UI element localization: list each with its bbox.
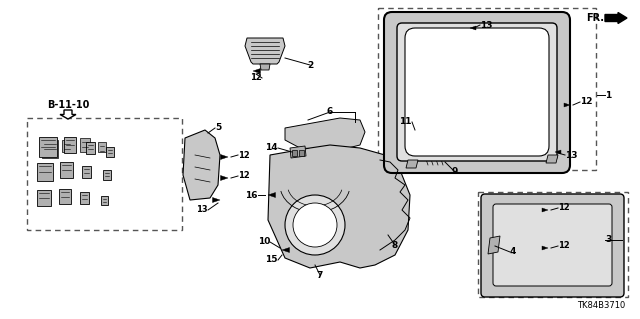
Polygon shape (285, 118, 365, 150)
Polygon shape (268, 192, 275, 197)
Polygon shape (282, 248, 289, 253)
Text: 15: 15 (266, 256, 278, 264)
Polygon shape (564, 103, 570, 107)
Polygon shape (260, 64, 270, 70)
Text: 3: 3 (605, 235, 611, 244)
Text: 2: 2 (307, 61, 313, 70)
Bar (292, 150, 297, 156)
Polygon shape (80, 138, 90, 152)
Polygon shape (470, 26, 476, 30)
Bar (378, 8, 596, 170)
Polygon shape (64, 137, 76, 153)
Polygon shape (42, 140, 58, 158)
Text: 11: 11 (399, 117, 412, 127)
Polygon shape (100, 196, 108, 204)
FancyArrow shape (605, 12, 627, 24)
Text: TK84B3710: TK84B3710 (577, 301, 625, 310)
Text: 12: 12 (558, 241, 570, 250)
Polygon shape (60, 110, 76, 119)
FancyBboxPatch shape (397, 23, 557, 161)
Text: 5: 5 (215, 123, 221, 132)
Polygon shape (555, 150, 561, 154)
Text: 12: 12 (238, 172, 250, 181)
FancyBboxPatch shape (493, 204, 612, 286)
Bar (478, 192, 628, 297)
FancyBboxPatch shape (481, 194, 624, 297)
Text: 9: 9 (452, 167, 458, 176)
Polygon shape (79, 192, 88, 204)
Polygon shape (81, 166, 90, 178)
Text: 10: 10 (258, 238, 270, 247)
Polygon shape (60, 162, 72, 178)
Text: 4: 4 (510, 248, 516, 256)
Text: 12: 12 (580, 98, 593, 107)
Circle shape (415, 134, 421, 140)
Text: 14: 14 (266, 144, 278, 152)
Bar (27, 118, 182, 230)
Text: 13: 13 (480, 20, 493, 29)
Polygon shape (290, 146, 306, 158)
Text: 13: 13 (565, 151, 577, 160)
Polygon shape (542, 208, 548, 212)
Bar (299, 150, 304, 156)
Polygon shape (253, 69, 260, 73)
Polygon shape (59, 189, 71, 204)
Circle shape (285, 195, 345, 255)
Polygon shape (98, 142, 106, 152)
Circle shape (293, 203, 337, 247)
Text: B-11-10: B-11-10 (47, 100, 89, 110)
Text: 12: 12 (250, 73, 262, 83)
FancyBboxPatch shape (405, 28, 549, 156)
Polygon shape (86, 142, 95, 154)
Polygon shape (103, 170, 111, 180)
Text: 12: 12 (238, 151, 250, 160)
Polygon shape (418, 140, 450, 172)
Text: 13: 13 (196, 205, 208, 214)
Polygon shape (37, 190, 51, 206)
Polygon shape (408, 128, 428, 142)
Polygon shape (268, 145, 410, 268)
FancyBboxPatch shape (384, 12, 570, 173)
Polygon shape (542, 246, 548, 250)
Text: 1: 1 (605, 91, 611, 100)
Polygon shape (212, 197, 220, 203)
Text: 6: 6 (327, 108, 333, 116)
Polygon shape (183, 130, 220, 200)
Polygon shape (106, 147, 114, 157)
Polygon shape (245, 38, 285, 64)
Polygon shape (546, 155, 558, 163)
Polygon shape (62, 140, 72, 152)
Polygon shape (37, 163, 53, 181)
Text: 8: 8 (392, 241, 398, 249)
Polygon shape (406, 160, 418, 168)
Polygon shape (39, 137, 57, 157)
Polygon shape (221, 154, 228, 160)
Text: 16: 16 (246, 190, 258, 199)
Text: 12: 12 (558, 204, 570, 212)
Polygon shape (488, 236, 500, 254)
Polygon shape (221, 175, 228, 181)
Text: FR.: FR. (586, 13, 604, 23)
Text: 7: 7 (317, 271, 323, 279)
